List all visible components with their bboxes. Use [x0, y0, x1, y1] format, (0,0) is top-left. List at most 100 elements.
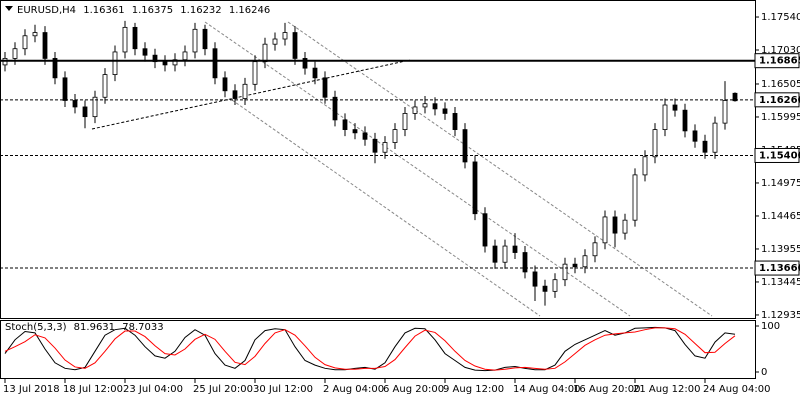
level-label-box: [754, 92, 800, 108]
candle-body: [292, 32, 298, 59]
candle-body: [562, 263, 568, 281]
candle-body: [672, 104, 678, 111]
candle-body: [272, 38, 278, 45]
candle-body: [192, 28, 198, 53]
candle-body: [542, 285, 548, 292]
candle-body: [282, 32, 288, 40]
stoch-panel: [0, 320, 756, 379]
candle-body: [732, 92, 738, 102]
candle-body: [32, 32, 38, 37]
candle-body: [72, 100, 78, 108]
x-tick-label: 14 Aug 04:00: [513, 384, 580, 395]
candle-body: [482, 213, 488, 247]
candle-body: [392, 129, 398, 143]
stoch-header: Stoch(5,3,3) 81.9631 78.7033: [5, 322, 164, 333]
candle-body: [82, 106, 88, 118]
stoch-signal: 78.7033: [122, 322, 163, 333]
stoch-line: [4, 327, 736, 371]
low: 1.16232: [180, 5, 221, 16]
candle-body: [652, 129, 658, 158]
candle-body: [22, 35, 28, 50]
level-label-box: [754, 147, 800, 163]
x-tick-label: 9 Aug 12:00: [443, 384, 504, 395]
candle-body: [442, 108, 448, 114]
trend-line: [91, 59, 411, 130]
candle-body: [372, 138, 378, 153]
symbol: EURUSD,H4: [17, 5, 76, 16]
x-tick-label: 25 Jul 20:00: [193, 384, 253, 395]
candle-body: [692, 130, 698, 142]
x-tick-label: 2 Aug 04:00: [323, 384, 384, 395]
x-tick-label: 18 Jul 12:00: [63, 384, 123, 395]
y-tick-label: 1.12935: [761, 310, 800, 321]
candle-body: [512, 245, 518, 253]
channel-line: [231, 99, 541, 317]
candle-body: [432, 103, 438, 110]
candle-body: [92, 96, 98, 118]
x-tick-label: 30 Jul 12:00: [253, 384, 313, 395]
candle-body: [182, 51, 188, 61]
stoch-title: Stoch(5,3,3): [5, 322, 67, 333]
candle-body: [212, 48, 218, 79]
candle-body: [342, 119, 348, 130]
candle-body: [712, 122, 718, 153]
candle-body: [62, 77, 68, 101]
candle-body: [572, 263, 578, 268]
high: 1.16375: [132, 5, 173, 16]
candle-body: [252, 61, 258, 85]
level-label-box: [754, 260, 800, 276]
y-tick-label: 1.15995: [761, 112, 800, 123]
candle-body: [722, 100, 728, 124]
candle-body: [622, 219, 628, 234]
candle-body: [382, 142, 388, 153]
level-label: 1.15400: [759, 150, 800, 161]
candle-body: [352, 129, 358, 134]
level-label-box: [754, 53, 800, 69]
y-tick-label: 1.16505: [761, 79, 800, 90]
y-tick-label: 1.17030: [761, 45, 800, 56]
candle-body: [232, 90, 238, 99]
candle-body: [222, 77, 228, 92]
candle-body: [322, 77, 328, 98]
level-label: 1.16260: [759, 95, 800, 106]
candle-body: [702, 140, 708, 153]
candle-body: [42, 32, 48, 59]
y-tick-label: 100: [761, 321, 780, 332]
y-tick-label: 1.13955: [761, 244, 800, 255]
y-tick-label: 1.14465: [761, 211, 800, 222]
stoch-main: 81.9631: [74, 322, 115, 333]
y-tick-label: 1.13445: [761, 277, 800, 288]
y-tick-label: 0: [761, 367, 767, 378]
candle-body: [112, 51, 118, 75]
x-tick-label: 16 Aug 20:00: [573, 384, 640, 395]
candle-body: [262, 43, 268, 63]
candle-body: [552, 279, 558, 292]
x-tick-label: 21 Aug 12:00: [633, 384, 700, 395]
candle-body: [462, 129, 468, 163]
x-tick-label: 6 Aug 20:00: [383, 384, 444, 395]
candle-body: [202, 28, 208, 50]
candle-body: [142, 48, 148, 56]
channel-line: [204, 21, 631, 317]
candle-body: [612, 216, 618, 234]
close: 1.16246: [229, 5, 270, 16]
x-tick-label: 13 Jul 2018: [3, 384, 60, 395]
level-label: 1.13660: [759, 263, 800, 274]
candle-body: [472, 161, 478, 215]
candle-body: [12, 48, 18, 59]
candle-body: [402, 113, 408, 130]
x-tick-label: 24 Aug 04:00: [703, 384, 770, 395]
chart-header: EURUSD,H4 1.16361 1.16375 1.16232 1.1624…: [17, 5, 270, 16]
y-tick-label: 1.17540: [761, 12, 800, 23]
x-tick-label: 23 Jul 04:00: [123, 384, 183, 395]
candle-body: [452, 113, 458, 130]
open: 1.16361: [83, 5, 124, 16]
candle-body: [522, 252, 528, 273]
level-label: 1.16865: [759, 56, 800, 67]
candle-body: [492, 245, 498, 263]
candle-body: [122, 26, 128, 53]
candle-body: [602, 216, 608, 244]
candle-body: [302, 58, 308, 69]
